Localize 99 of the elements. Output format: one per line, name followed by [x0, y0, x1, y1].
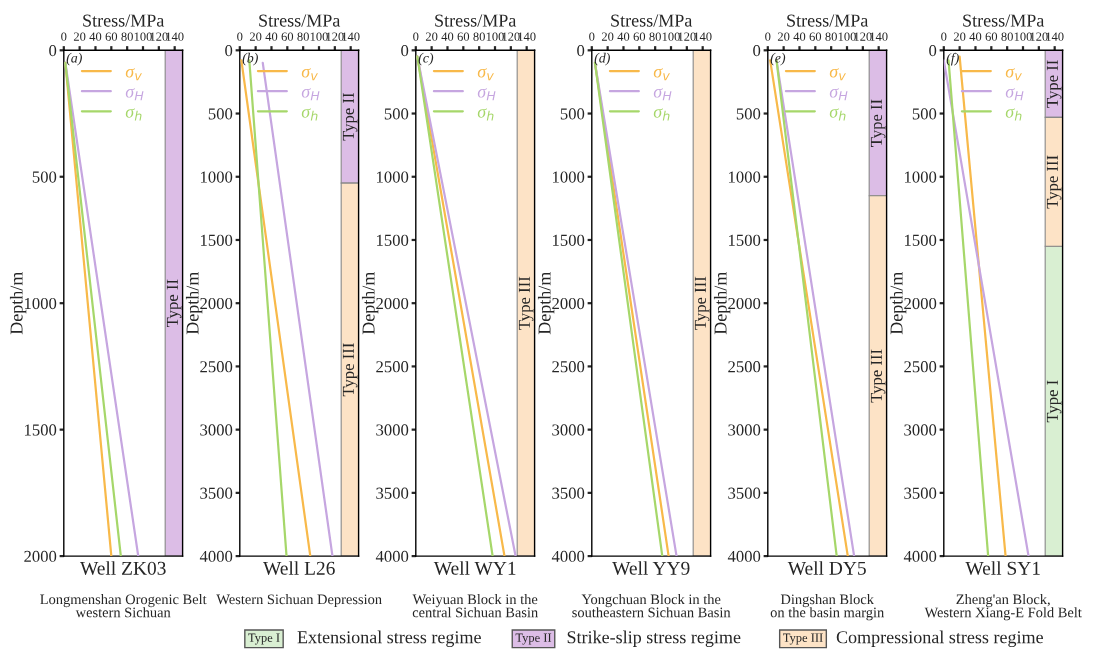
- y-tick-label: 3000: [376, 424, 409, 436]
- y-tick-label: 4000: [727, 550, 761, 563]
- band-label: Type III: [1046, 155, 1062, 209]
- y-tick-label: 500: [560, 108, 585, 120]
- y-tick-label: 3500: [200, 487, 233, 499]
- y-tick-label: 2500: [552, 361, 585, 373]
- y-tick-label: 1500: [200, 234, 233, 246]
- y-tick-label: 1000: [728, 171, 761, 183]
- y-tick-label: 2000: [904, 297, 937, 310]
- y-tick-label: 0: [225, 45, 233, 57]
- legend-label: σ$_{h}$: [829, 108, 846, 121]
- text: σ$_{v}$: [301, 68, 318, 81]
- y-tick-label: 1000: [24, 297, 57, 310]
- y-tick-label: 3000: [728, 424, 761, 436]
- text: Strike-slip stress regime: [567, 630, 741, 648]
- y-tick-label: 1000: [376, 171, 409, 183]
- band-label: Type III: [694, 276, 710, 330]
- y-tick-label: 500: [912, 108, 937, 120]
- y-tick-label: 1500: [376, 234, 409, 246]
- legend-label: σ$_{v}$: [829, 68, 846, 81]
- y-tick-label: 4000: [199, 550, 233, 563]
- y-tick-label: 2000: [376, 297, 409, 310]
- y-tick-label: 4000: [375, 550, 409, 563]
- y-tick-label: 3000: [552, 424, 585, 436]
- y-tick-label: 3500: [904, 487, 937, 499]
- text: Well L26: [263, 561, 335, 575]
- text: σ$_{v}$: [653, 68, 670, 81]
- band-label: Type II: [342, 93, 358, 141]
- y-axis-title: Depth/m: [889, 271, 907, 335]
- x-axis-title: Stress/MPa: [963, 14, 1045, 27]
- y-tick-label: 1500: [552, 234, 585, 246]
- band-label: Type III: [870, 349, 886, 403]
- text: σ$_{h}$: [653, 108, 670, 121]
- y-tick-label: 500: [32, 171, 57, 183]
- text: Extensional stress regime: [297, 630, 481, 648]
- legend-label: σ$_{v}$: [477, 68, 494, 81]
- y-tick-label: 3500: [728, 487, 761, 499]
- text: σ$_{H}$: [1005, 88, 1024, 101]
- y-axis-title: Depth/m: [361, 271, 379, 335]
- y-tick-label: 2000: [552, 297, 585, 310]
- y-tick-label: 2500: [200, 361, 233, 373]
- legend-label: σ$_{H}$: [477, 88, 496, 101]
- y-tick-label: 0: [49, 45, 57, 57]
- legend-label: σ$_{h}$: [477, 108, 494, 121]
- series-label: σ$_{H}$: [301, 88, 320, 101]
- x-axis-title: Stress/MPa: [787, 14, 869, 27]
- band-label: Type II: [870, 99, 886, 147]
- y-tick-label: 1500: [904, 234, 937, 246]
- y-tick-label: 500: [208, 108, 233, 120]
- y-tick-label: 0: [753, 45, 761, 57]
- y-tick-label: 3000: [904, 424, 937, 436]
- text: Well SY1: [965, 561, 1040, 575]
- x-axis-title: Stress/MPa: [259, 14, 341, 27]
- y-tick-label: 500: [736, 108, 761, 120]
- legend-label: σ$_{v}$: [125, 68, 142, 81]
- text: Compressional stress regime: [836, 630, 1043, 648]
- y-tick-label: 3500: [376, 487, 409, 499]
- y-tick-label: 1500: [24, 424, 57, 436]
- legend-label: σ$_{H}$: [829, 88, 848, 101]
- y-tick-label: 0: [929, 45, 937, 57]
- text: Well DY5: [787, 561, 866, 575]
- text: Well YY9: [612, 561, 690, 575]
- y-tick-label: 4000: [551, 550, 585, 563]
- y-tick-label: 3500: [552, 487, 585, 499]
- band-label: Type I: [1046, 380, 1062, 423]
- band-label: Type II: [1046, 60, 1062, 108]
- y-tick-label: 1500: [728, 234, 761, 246]
- y-tick-label: 0: [577, 45, 585, 57]
- y-tick-label: 1000: [200, 171, 233, 183]
- text: σ$_{h}$: [1005, 108, 1022, 121]
- y-tick-label: 1000: [904, 171, 937, 183]
- y-tick-label: 2500: [376, 361, 409, 373]
- text: σ$_{h}$: [301, 108, 318, 121]
- text: σ$_{H}$: [653, 88, 672, 101]
- y-axis-title: Depth/m: [537, 271, 555, 335]
- y-tick-label: 2000: [200, 297, 233, 310]
- legend-label: σ$_{h}$: [125, 108, 142, 121]
- x-axis-title: Stress/MPa: [83, 14, 165, 27]
- band-label: Type III: [342, 343, 358, 397]
- y-tick-label: 1000: [552, 171, 585, 183]
- legend-label: σ$_{H}$: [125, 88, 144, 101]
- y-tick-label: 2000: [728, 297, 761, 310]
- y-tick-label: 0: [401, 45, 409, 57]
- text: Well WY1: [433, 561, 516, 575]
- y-tick-label: 2000: [24, 550, 57, 563]
- y-axis-title: Depth/m: [185, 271, 203, 335]
- y-tick-label: 3000: [200, 424, 233, 436]
- text: Well ZK03: [79, 561, 166, 575]
- text: σ$_{v}$: [1005, 68, 1022, 81]
- y-tick-label: 4000: [903, 550, 937, 563]
- y-tick-label: 2500: [904, 361, 937, 373]
- band-label: Type II: [166, 279, 182, 328]
- y-tick-label: 500: [384, 108, 409, 120]
- band-label: Type III: [518, 276, 534, 330]
- x-axis-title: Stress/MPa: [435, 14, 517, 27]
- y-tick-label: 2500: [728, 361, 761, 373]
- y-axis-title: Depth/m: [9, 271, 27, 335]
- y-axis-title: Depth/m: [713, 271, 731, 335]
- x-axis-title: Stress/MPa: [611, 14, 693, 27]
